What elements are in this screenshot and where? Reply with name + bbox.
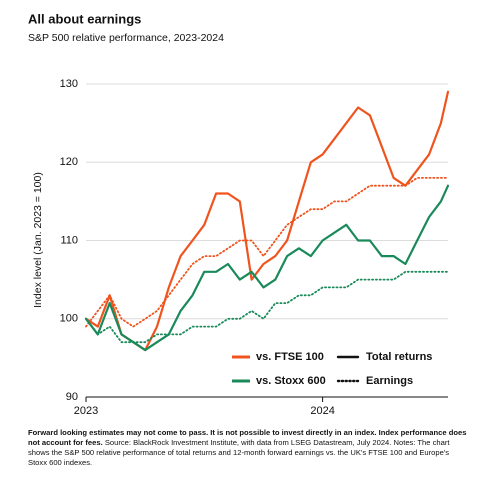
- x-tick-label: 2024: [310, 405, 334, 417]
- y-tick-label: 90: [66, 391, 78, 403]
- series-line: [85, 177, 449, 328]
- legend-label: vs. Stoxx 600: [256, 375, 326, 387]
- chart: All about earnings S&P 500 relative perf…: [28, 11, 450, 417]
- chart-title: All about earnings: [28, 11, 141, 26]
- legend-label: Total returns: [366, 351, 432, 363]
- series-line: [85, 270, 449, 344]
- chart-subtitle: S&P 500 relative performance, 2023-2024: [28, 32, 224, 44]
- x-tick-label: 2023: [74, 405, 98, 417]
- y-tick-label: 120: [60, 156, 78, 168]
- y-tick-label: 100: [60, 313, 78, 325]
- legend-label: Earnings: [366, 375, 413, 387]
- series-line: [84, 90, 450, 352]
- y-axis-label: Index level (Jan. 2023 = 100): [32, 172, 44, 308]
- footnote-bold: Forward looking estimates may not come t…: [28, 428, 467, 447]
- series-line: [84, 184, 450, 352]
- y-tick-label: 130: [60, 78, 78, 90]
- y-tick-label: 110: [60, 234, 78, 246]
- footnote-text: Source: BlackRock Investment Institute, …: [28, 438, 450, 467]
- legend-label: vs. FTSE 100: [256, 351, 324, 363]
- footnote: Forward looking estimates may not come t…: [28, 428, 468, 468]
